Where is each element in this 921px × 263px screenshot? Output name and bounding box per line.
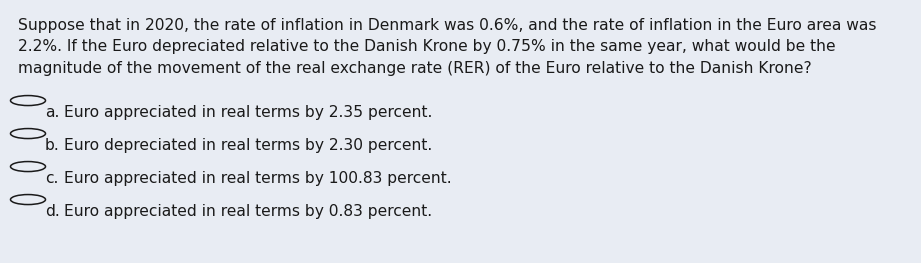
Text: Suppose that in 2020, the rate of inflation in Denmark was 0.6%, and the rate of: Suppose that in 2020, the rate of inflat… [18, 18, 877, 33]
Text: a.: a. [45, 104, 59, 119]
Text: Euro depreciated in real terms by 2.30 percent.: Euro depreciated in real terms by 2.30 p… [64, 138, 432, 153]
Text: Euro appreciated in real terms by 2.35 percent.: Euro appreciated in real terms by 2.35 p… [64, 104, 432, 119]
Text: c.: c. [45, 170, 58, 185]
Text: Euro appreciated in real terms by 100.83 percent.: Euro appreciated in real terms by 100.83… [64, 170, 451, 185]
Text: 2.2%. If the Euro depreciated relative to the Danish Krone by 0.75% in the same : 2.2%. If the Euro depreciated relative t… [18, 39, 835, 54]
Text: magnitude of the movement of the real exchange rate (RER) of the Euro relative t: magnitude of the movement of the real ex… [18, 61, 811, 76]
Text: b.: b. [45, 138, 60, 153]
Text: d.: d. [45, 204, 60, 219]
Text: Euro appreciated in real terms by 0.83 percent.: Euro appreciated in real terms by 0.83 p… [64, 204, 432, 219]
